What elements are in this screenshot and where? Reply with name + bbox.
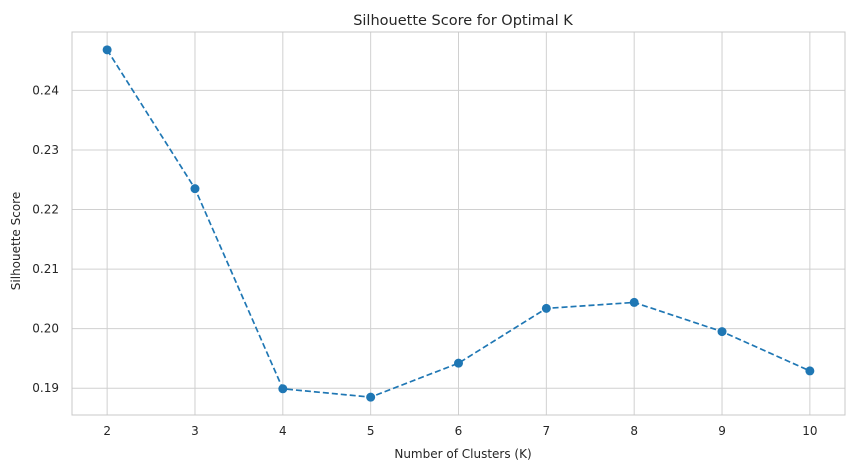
- chart-title: Silhouette Score for Optimal K: [353, 13, 573, 29]
- x-tick-label: 7: [543, 424, 551, 438]
- x-tick-label: 8: [630, 424, 638, 438]
- x-tick-label: 2: [103, 424, 111, 438]
- series-line: [106, 49, 811, 398]
- data-point: [805, 366, 815, 376]
- series-layer: [102, 45, 815, 402]
- grid-lines: [72, 32, 845, 415]
- x-tick-label: 3: [191, 424, 199, 438]
- data-point: [102, 45, 112, 55]
- data-point: [541, 303, 551, 313]
- x-tick-label: 10: [802, 424, 817, 438]
- data-point: [717, 327, 727, 337]
- y-tick-label: 0.20: [32, 322, 59, 336]
- data-point: [190, 184, 200, 194]
- y-tick-label: 0.22: [32, 203, 59, 217]
- data-point: [366, 392, 376, 402]
- x-tick-label: 5: [367, 424, 375, 438]
- y-tick-label: 0.21: [32, 262, 59, 276]
- y-tick-labels: 0.19 0.20 0.21 0.22 0.23 0.24: [32, 83, 59, 395]
- y-tick-label: 0.23: [32, 143, 59, 157]
- data-point: [629, 297, 639, 307]
- x-tick-label: 6: [455, 424, 463, 438]
- x-tick-labels: 2 3 4 5 6 7 8 9 10: [103, 424, 817, 438]
- x-tick-label: 9: [718, 424, 726, 438]
- y-tick-label: 0.24: [32, 83, 59, 97]
- y-tick-label: 0.19: [32, 381, 59, 395]
- x-axis-label: Number of Clusters (K): [394, 447, 531, 461]
- y-axis-label: Silhouette Score: [9, 192, 23, 290]
- plot-frame: [71, 31, 846, 416]
- x-tick-label: 4: [279, 424, 287, 438]
- data-point: [454, 358, 463, 368]
- data-point: [278, 384, 288, 394]
